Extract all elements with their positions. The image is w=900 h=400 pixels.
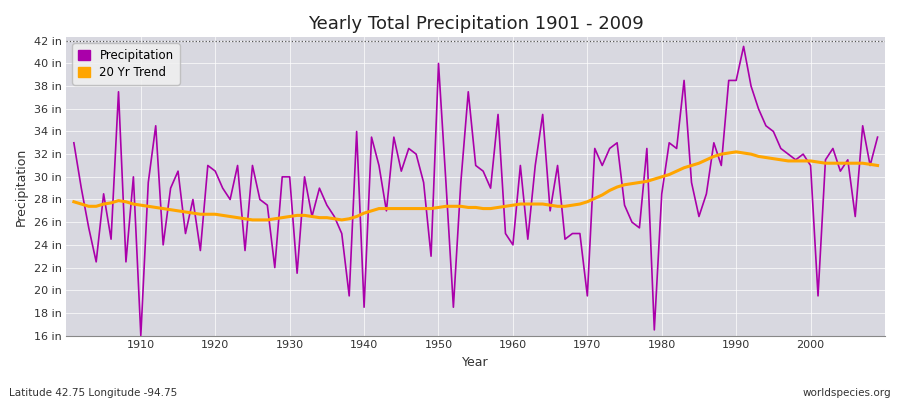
Precipitation: [135, 333, 146, 338]
Precipitation: [68, 140, 79, 145]
Title: Yearly Total Precipitation 1901 - 2009: Yearly Total Precipitation 1901 - 2009: [308, 15, 644, 33]
Precipitation: [604, 146, 615, 151]
Precipitation: [872, 135, 883, 140]
20 Yr Trend: [248, 218, 258, 222]
Precipitation: [515, 163, 526, 168]
20 Yr Trend: [68, 199, 79, 204]
20 Yr Trend: [731, 150, 742, 154]
20 Yr Trend: [344, 216, 355, 221]
Legend: Precipitation, 20 Yr Trend: Precipitation, 20 Yr Trend: [72, 43, 179, 84]
20 Yr Trend: [515, 202, 526, 206]
Line: Precipitation: Precipitation: [74, 46, 878, 336]
Text: Latitude 42.75 Longitude -94.75: Latitude 42.75 Longitude -94.75: [9, 388, 177, 398]
X-axis label: Year: Year: [463, 356, 489, 369]
Precipitation: [508, 242, 518, 247]
20 Yr Trend: [872, 163, 883, 168]
Precipitation: [128, 174, 139, 179]
Text: worldspecies.org: worldspecies.org: [803, 388, 891, 398]
Line: 20 Yr Trend: 20 Yr Trend: [74, 152, 878, 220]
20 Yr Trend: [299, 213, 310, 218]
20 Yr Trend: [508, 203, 518, 208]
Precipitation: [344, 294, 355, 298]
20 Yr Trend: [128, 202, 139, 206]
20 Yr Trend: [604, 188, 615, 193]
Y-axis label: Precipitation: Precipitation: [15, 147, 28, 226]
Precipitation: [299, 174, 310, 179]
Precipitation: [738, 44, 749, 49]
